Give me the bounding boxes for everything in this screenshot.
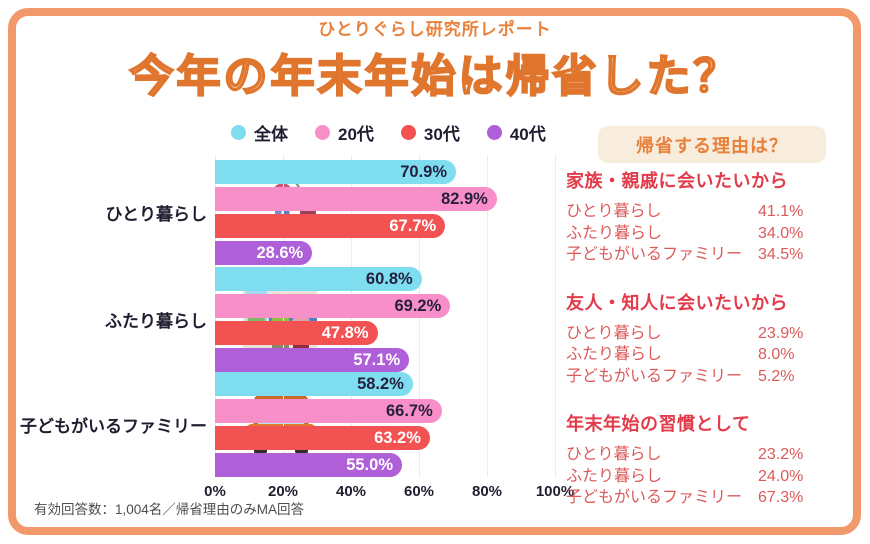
legend-label: 全体 [254,125,288,144]
reason-row: 子どもがいるファミリー 67.3% [566,487,848,509]
bar-group: ふたり暮らし 60.8% 69.2% 47.8% 57.1% [105,267,555,372]
reason-row-value: 34.5% [758,246,804,263]
reason-row: 子どもがいるファミリー 34.5% [566,244,848,266]
bar-30代: 47.8% [215,321,378,345]
bar-40代: 55.0% [215,453,402,477]
bar-value-label: 57.1% [353,351,401,369]
reasons-badge: 帰省する理由は？ [598,126,826,163]
bar-全体: 70.9% [215,160,457,184]
reason-row: ふたり暮らし 34.0% [566,223,848,245]
reason-row: ふたり暮らし 8.0% [566,344,848,366]
bar-全体: 58.2% [215,372,413,396]
reason-row-value: 41.1% [758,203,804,220]
bar-value-label: 67.7% [389,217,437,235]
legend-label: 40代 [509,125,546,144]
reason-row-label: ふたり暮らし [566,346,663,363]
category-label: ひとり暮らし [105,205,208,224]
legend-dot-icon [231,125,246,140]
x-axis-tick: 100% [535,483,575,500]
legend-dot-icon [400,125,416,140]
legend-label: 30代 [423,125,460,144]
reason-row: ひとり暮らし 23.2% [566,444,848,466]
legend-label: 20代 [338,125,374,144]
reason-row-value: 23.9% [758,324,804,342]
reason-row-label: 子どもがいるファミリー [566,246,743,263]
reason-row-label: ひとり暮らし [566,203,662,220]
bar-value-label: 28.6% [256,244,304,262]
reason-section-heading: 年末年始の習慣として [566,414,751,434]
bar-value-label: 69.2% [394,297,442,315]
reason-row-value: 34.0% [758,224,804,242]
reason-section: 家族・親戚に会いたいから ひとり暮らし 41.1% ふたり暮らし 34.0% 子どもがいる… [566,167,848,266]
reason-row-value: 67.3% [758,489,804,506]
x-axis-tick: 60% [403,483,435,500]
gridline [555,155,556,477]
reason-row-label: ふたり暮らし [566,467,663,485]
reason-section-heading: 家族・親戚に会いたいから [566,171,788,191]
bar-value-label: 58.2% [357,375,404,393]
reasons-panel: 家族・親戚に会いたいから ひとり暮らし 41.1% ふたり暮らし 34.0% 子どもがいる… [566,167,848,532]
footer-note: 有効回答数：1,004名／帰省理由のみMA回答 [34,502,305,517]
gridline [487,155,488,477]
x-axis-tick: 80% [471,483,503,500]
bar-value-label: 70.9% [400,163,448,181]
bar-全体: 60.8% [215,267,422,291]
reason-row-label: 子どもがいるファミリー [566,489,743,506]
reason-row-value: 8.0% [758,346,795,363]
reason-section-heading: 友人・知人に会いたいから [566,292,788,313]
bar-group: ひとり暮らし 70.9% 82.9% 67.7% 28.6% [106,160,555,265]
page-title: 今年の年末年始は帰省した？ [129,51,741,102]
legend-item-4: 40代 [486,120,546,145]
bar-30代: 63.2% [215,426,430,450]
bar-value-label: 66.7% [385,402,433,420]
bar-20代: 66.7% [215,399,442,423]
legend-item-3: 30代 [400,120,460,145]
reason-row-value: 24.0% [758,467,804,485]
reason-row-value: 23.2% [758,446,804,463]
reason-row-label: ひとり暮らし [566,446,662,463]
legend-item-1: 全体 [231,120,288,145]
reason-row-label: ひとり暮らし [566,324,662,342]
bar-group: 子どもがいるファミリー 58.2% 66.7% 63.2% 55.0% [20,372,555,477]
bar-30代: 67.7% [215,214,446,238]
chart-legend: 全体 20代 30代 40代 [231,120,546,145]
bar-value-label: 63.2% [374,429,421,447]
legend-dot-icon [315,125,330,140]
bar-value-label: 47.8% [321,324,369,342]
reason-row: ふたり暮らし 24.0% [566,466,848,488]
report-label: ひとりぐらし研究所レポート [318,20,552,39]
reason-row: ひとり暮らし 41.1% [566,201,848,223]
bar-20代: 69.2% [215,294,451,318]
bar-chart: 0% 20% 40% 60% 80% 100% ひとり暮らし 70.9% 82.9% 67.7% 2… [20,155,574,510]
reason-section: 年末年始の習慣として ひとり暮らし 23.2% ふたり暮らし 24.0% 子どもがいるファ… [566,410,848,509]
legend-dot-icon [486,125,502,140]
legend-item-2: 20代 [315,120,374,145]
category-label: 子どもがいるファミリー [20,417,207,436]
x-axis-tick: 20% [267,483,299,500]
bar-20代: 82.9% [215,187,497,211]
bar-value-label: 82.9% [441,190,488,208]
reason-row: ひとり暮らし 23.9% [566,323,848,345]
bar-value-label: 60.8% [365,270,413,288]
reason-section: 友人・知人に会いたいから ひとり暮らし 23.9% ふたり暮らし 8.0% 子どもがいるフ… [566,289,848,388]
x-axis-tick: 0% [204,483,226,500]
category-label: ふたり暮らし [105,312,207,331]
x-axis-tick: 40% [335,483,367,500]
bar-value-label: 55.0% [346,456,393,474]
bar-40代: 57.1% [215,348,410,372]
reason-row-label: ふたり暮らし [566,224,663,242]
bar-40代: 28.6% [215,241,313,265]
reason-row-value: 5.2% [758,367,795,385]
reason-row: 子どもがいるファミリー 5.2% [566,366,848,388]
reason-row-label: 子どもがいるファミリー [566,367,743,385]
